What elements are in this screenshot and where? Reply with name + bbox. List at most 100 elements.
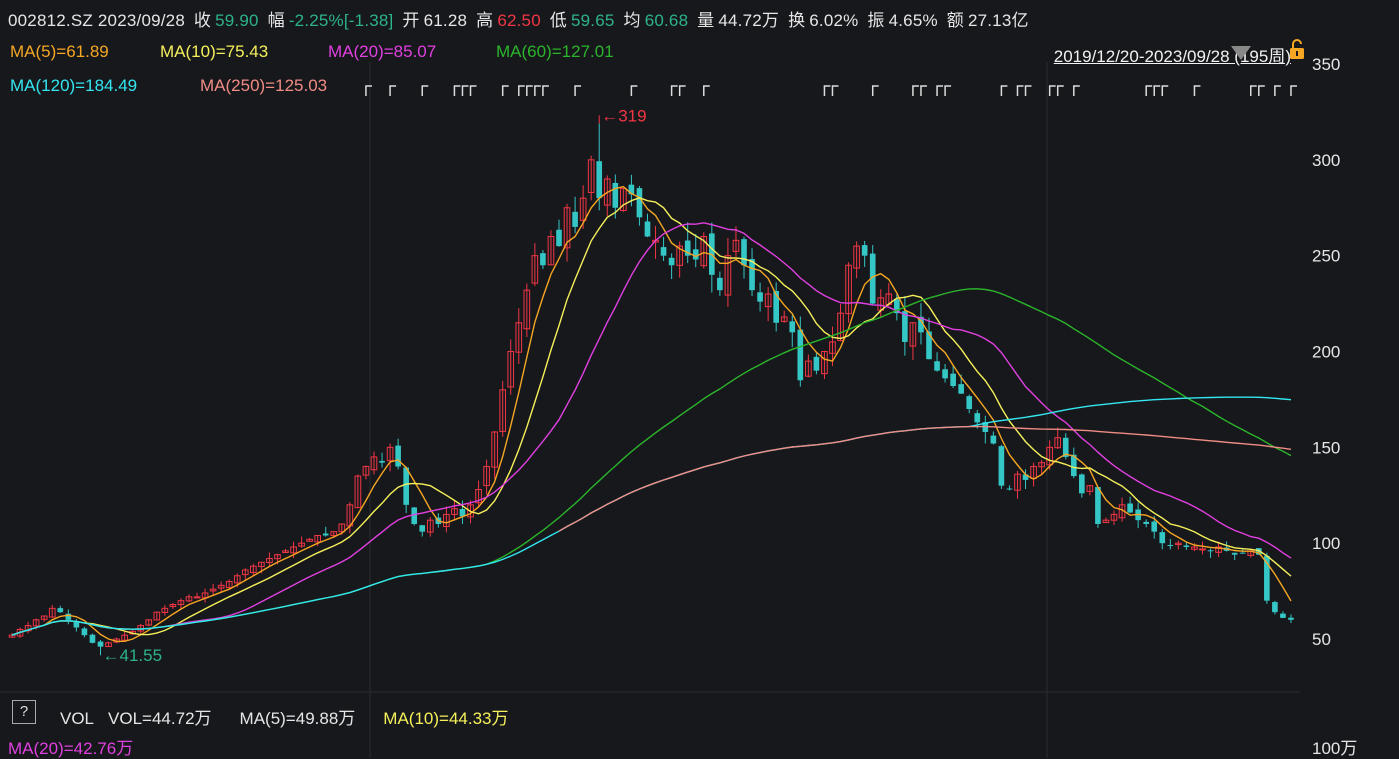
candle-up — [314, 535, 321, 543]
close-label: 收 — [193, 11, 212, 30]
candle-down — [73, 621, 80, 628]
y-tick-label: 350 — [1312, 55, 1340, 74]
candle-up — [161, 607, 169, 613]
volume-legend: VOL VOL=44.72万 MA(5)=49.88万 MA(10)=44.33万 — [60, 704, 536, 729]
candle-down — [1095, 487, 1101, 524]
y-tick-label: 150 — [1312, 438, 1340, 457]
candle-down — [998, 446, 1005, 486]
candle-up — [266, 558, 273, 564]
candle-up — [290, 546, 297, 554]
candle-down — [1183, 545, 1190, 547]
volume-axis-label: 100万 — [1312, 739, 1358, 758]
event-marker — [1290, 85, 1297, 96]
candle-down — [668, 257, 675, 266]
ma20-legend: MA(20)=85.07 — [328, 42, 437, 61]
candle-up — [700, 236, 708, 267]
event-marker — [526, 85, 533, 96]
candle-up — [1199, 548, 1206, 551]
y-tick-label: 50 — [1312, 630, 1331, 649]
date-range-selector[interactable]: 2019/12/20-2023/09/28 (195周) — [1053, 47, 1291, 66]
candle-up — [258, 561, 265, 567]
candle-up — [1110, 513, 1118, 521]
ma10-line — [11, 197, 1292, 636]
candle-up — [354, 475, 362, 509]
candle-down — [1223, 547, 1230, 551]
event-marker — [1024, 85, 1032, 96]
event-marker — [1145, 85, 1153, 96]
candle-up — [764, 293, 772, 308]
candle-up — [1086, 485, 1094, 492]
ma250-legend: MA(250)=125.03 — [200, 76, 328, 95]
candle-down — [435, 517, 442, 524]
avg-value: 60.68 — [644, 11, 689, 30]
candle-up — [475, 489, 482, 504]
candle-up — [837, 312, 844, 341]
candle-down — [572, 211, 578, 227]
candle-down — [1288, 617, 1294, 620]
change-value: -2.25%[-1.38] — [288, 11, 394, 30]
candle-down — [1207, 550, 1214, 552]
candle-up — [829, 341, 836, 354]
candle-down — [1264, 555, 1270, 601]
chevron-down-icon[interactable] — [1231, 46, 1251, 60]
candle-up — [1191, 546, 1198, 550]
event-marker — [912, 85, 919, 96]
event-marker — [944, 85, 952, 96]
candle-down — [934, 361, 940, 371]
candle-down — [918, 316, 924, 333]
amount-value: 27.13亿 — [967, 11, 1029, 30]
candle-up — [250, 565, 257, 573]
candle-up — [362, 466, 370, 476]
candle-down — [596, 161, 603, 199]
candle-down — [540, 253, 546, 266]
candle-up — [603, 178, 611, 206]
candle-up — [877, 297, 885, 311]
candle-up — [217, 584, 225, 589]
candle-up — [298, 542, 305, 547]
candle-down — [709, 233, 715, 275]
candle-down — [974, 413, 981, 423]
avg-label: 均 — [623, 11, 641, 30]
candle-down — [628, 184, 635, 195]
candle-up — [909, 322, 917, 347]
candle-down — [990, 435, 997, 444]
candle-up — [724, 255, 732, 296]
candle-down — [797, 329, 804, 381]
vol-ma20: MA(20)=42.76万 — [8, 739, 134, 758]
candle-up — [338, 523, 346, 533]
candle-up — [306, 538, 313, 542]
candle-up — [8, 634, 16, 638]
candle-up — [1014, 473, 1021, 491]
event-marker — [1000, 85, 1008, 96]
event-marker — [1153, 85, 1161, 96]
candle-down — [65, 613, 72, 620]
candle-down — [717, 277, 723, 291]
candle-down — [1006, 488, 1013, 490]
event-marker — [831, 85, 839, 96]
event-marker — [421, 85, 429, 96]
candle-down — [789, 321, 796, 333]
candle-up — [499, 389, 507, 432]
candle-down — [81, 628, 88, 636]
vol-title: VOL — [60, 709, 95, 728]
candle-up — [1118, 504, 1126, 519]
candle-up — [507, 351, 515, 388]
candle-down — [644, 221, 651, 237]
open-label: 开 — [402, 11, 420, 30]
quote-info-bar: 002812.SZ 2023/09/28 收 59.90 幅 -2.25%[-1.3… — [8, 6, 1033, 31]
candle-up — [105, 642, 112, 648]
candle-up — [201, 592, 209, 599]
event-marker — [1056, 85, 1064, 96]
candle-down — [958, 384, 964, 394]
candle-down — [1231, 552, 1238, 555]
lock-icon[interactable] — [1289, 38, 1305, 60]
help-button[interactable]: ? — [12, 700, 36, 724]
candle-down — [869, 253, 876, 304]
candle-up — [515, 322, 523, 353]
candle-up — [153, 611, 161, 621]
event-marker — [501, 85, 509, 96]
candle-down — [612, 182, 619, 208]
y-tick-label: 200 — [1312, 343, 1340, 362]
candle-up — [1046, 446, 1053, 466]
